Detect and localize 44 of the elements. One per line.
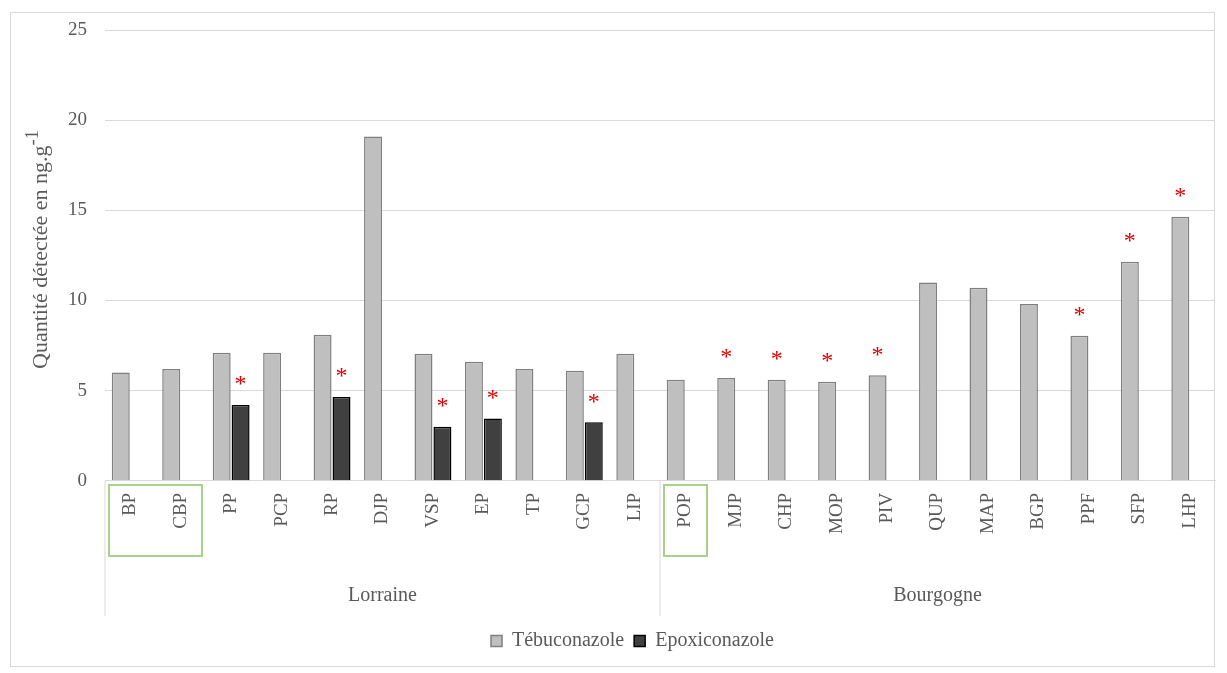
x-tick-label: BP: [118, 492, 140, 517]
legend-label: Epoxiconazole: [655, 628, 775, 652]
x-tick-label: EP: [471, 492, 493, 516]
x-tick-label: CHP: [774, 492, 796, 530]
x-tick-label: POP: [673, 492, 695, 528]
x-tick-label: GCP: [572, 492, 594, 530]
x-tick-label: RP: [320, 492, 342, 517]
x-tick-label: MOP: [824, 492, 846, 535]
annotation: *: [1123, 227, 1136, 254]
x-tick-label: PCP: [269, 492, 291, 527]
annotation: *: [821, 346, 834, 373]
annotation: *: [770, 345, 783, 372]
annotation: *: [1174, 181, 1187, 208]
y-tick-label: 15: [68, 198, 87, 220]
x-tick-label: LIP: [622, 492, 644, 522]
x-tick-label: PIV: [875, 492, 897, 524]
x-tick-label: PPF: [1076, 492, 1098, 525]
y-tick-label: 5: [77, 378, 87, 400]
annotation: *: [335, 362, 348, 389]
y-tick-label: 20: [68, 108, 87, 130]
x-tick-label: PP: [219, 492, 241, 514]
legend-label: Tébuconazole: [512, 628, 625, 651]
annotation: *: [436, 392, 449, 419]
annotation: *: [720, 343, 733, 370]
x-tick-label: MJP: [723, 492, 745, 528]
annotation: *: [1073, 300, 1086, 327]
text: Bourgogne: [893, 583, 982, 607]
x-tick-label: MAP: [975, 492, 997, 535]
text: Lorraine: [348, 583, 418, 606]
x-tick-label: LHP: [1177, 492, 1199, 529]
x-tick-label: DJP: [370, 492, 392, 525]
annotation: *: [486, 383, 499, 410]
x-tick-label: TP: [521, 492, 543, 516]
x-tick-label: BGP: [1026, 492, 1048, 530]
annotation: *: [871, 340, 884, 367]
annotation: *: [587, 387, 600, 414]
y-tick-label: 10: [68, 288, 87, 310]
x-tick-label: VSP: [420, 492, 442, 528]
y-tick-label: 0: [77, 468, 87, 490]
x-tick-label: SFP: [1127, 492, 1149, 525]
x-tick-label: QUP: [925, 492, 947, 531]
annotation: *: [234, 370, 247, 397]
y-tick-label: 25: [68, 17, 87, 39]
x-tick-label: CBP: [168, 492, 190, 529]
